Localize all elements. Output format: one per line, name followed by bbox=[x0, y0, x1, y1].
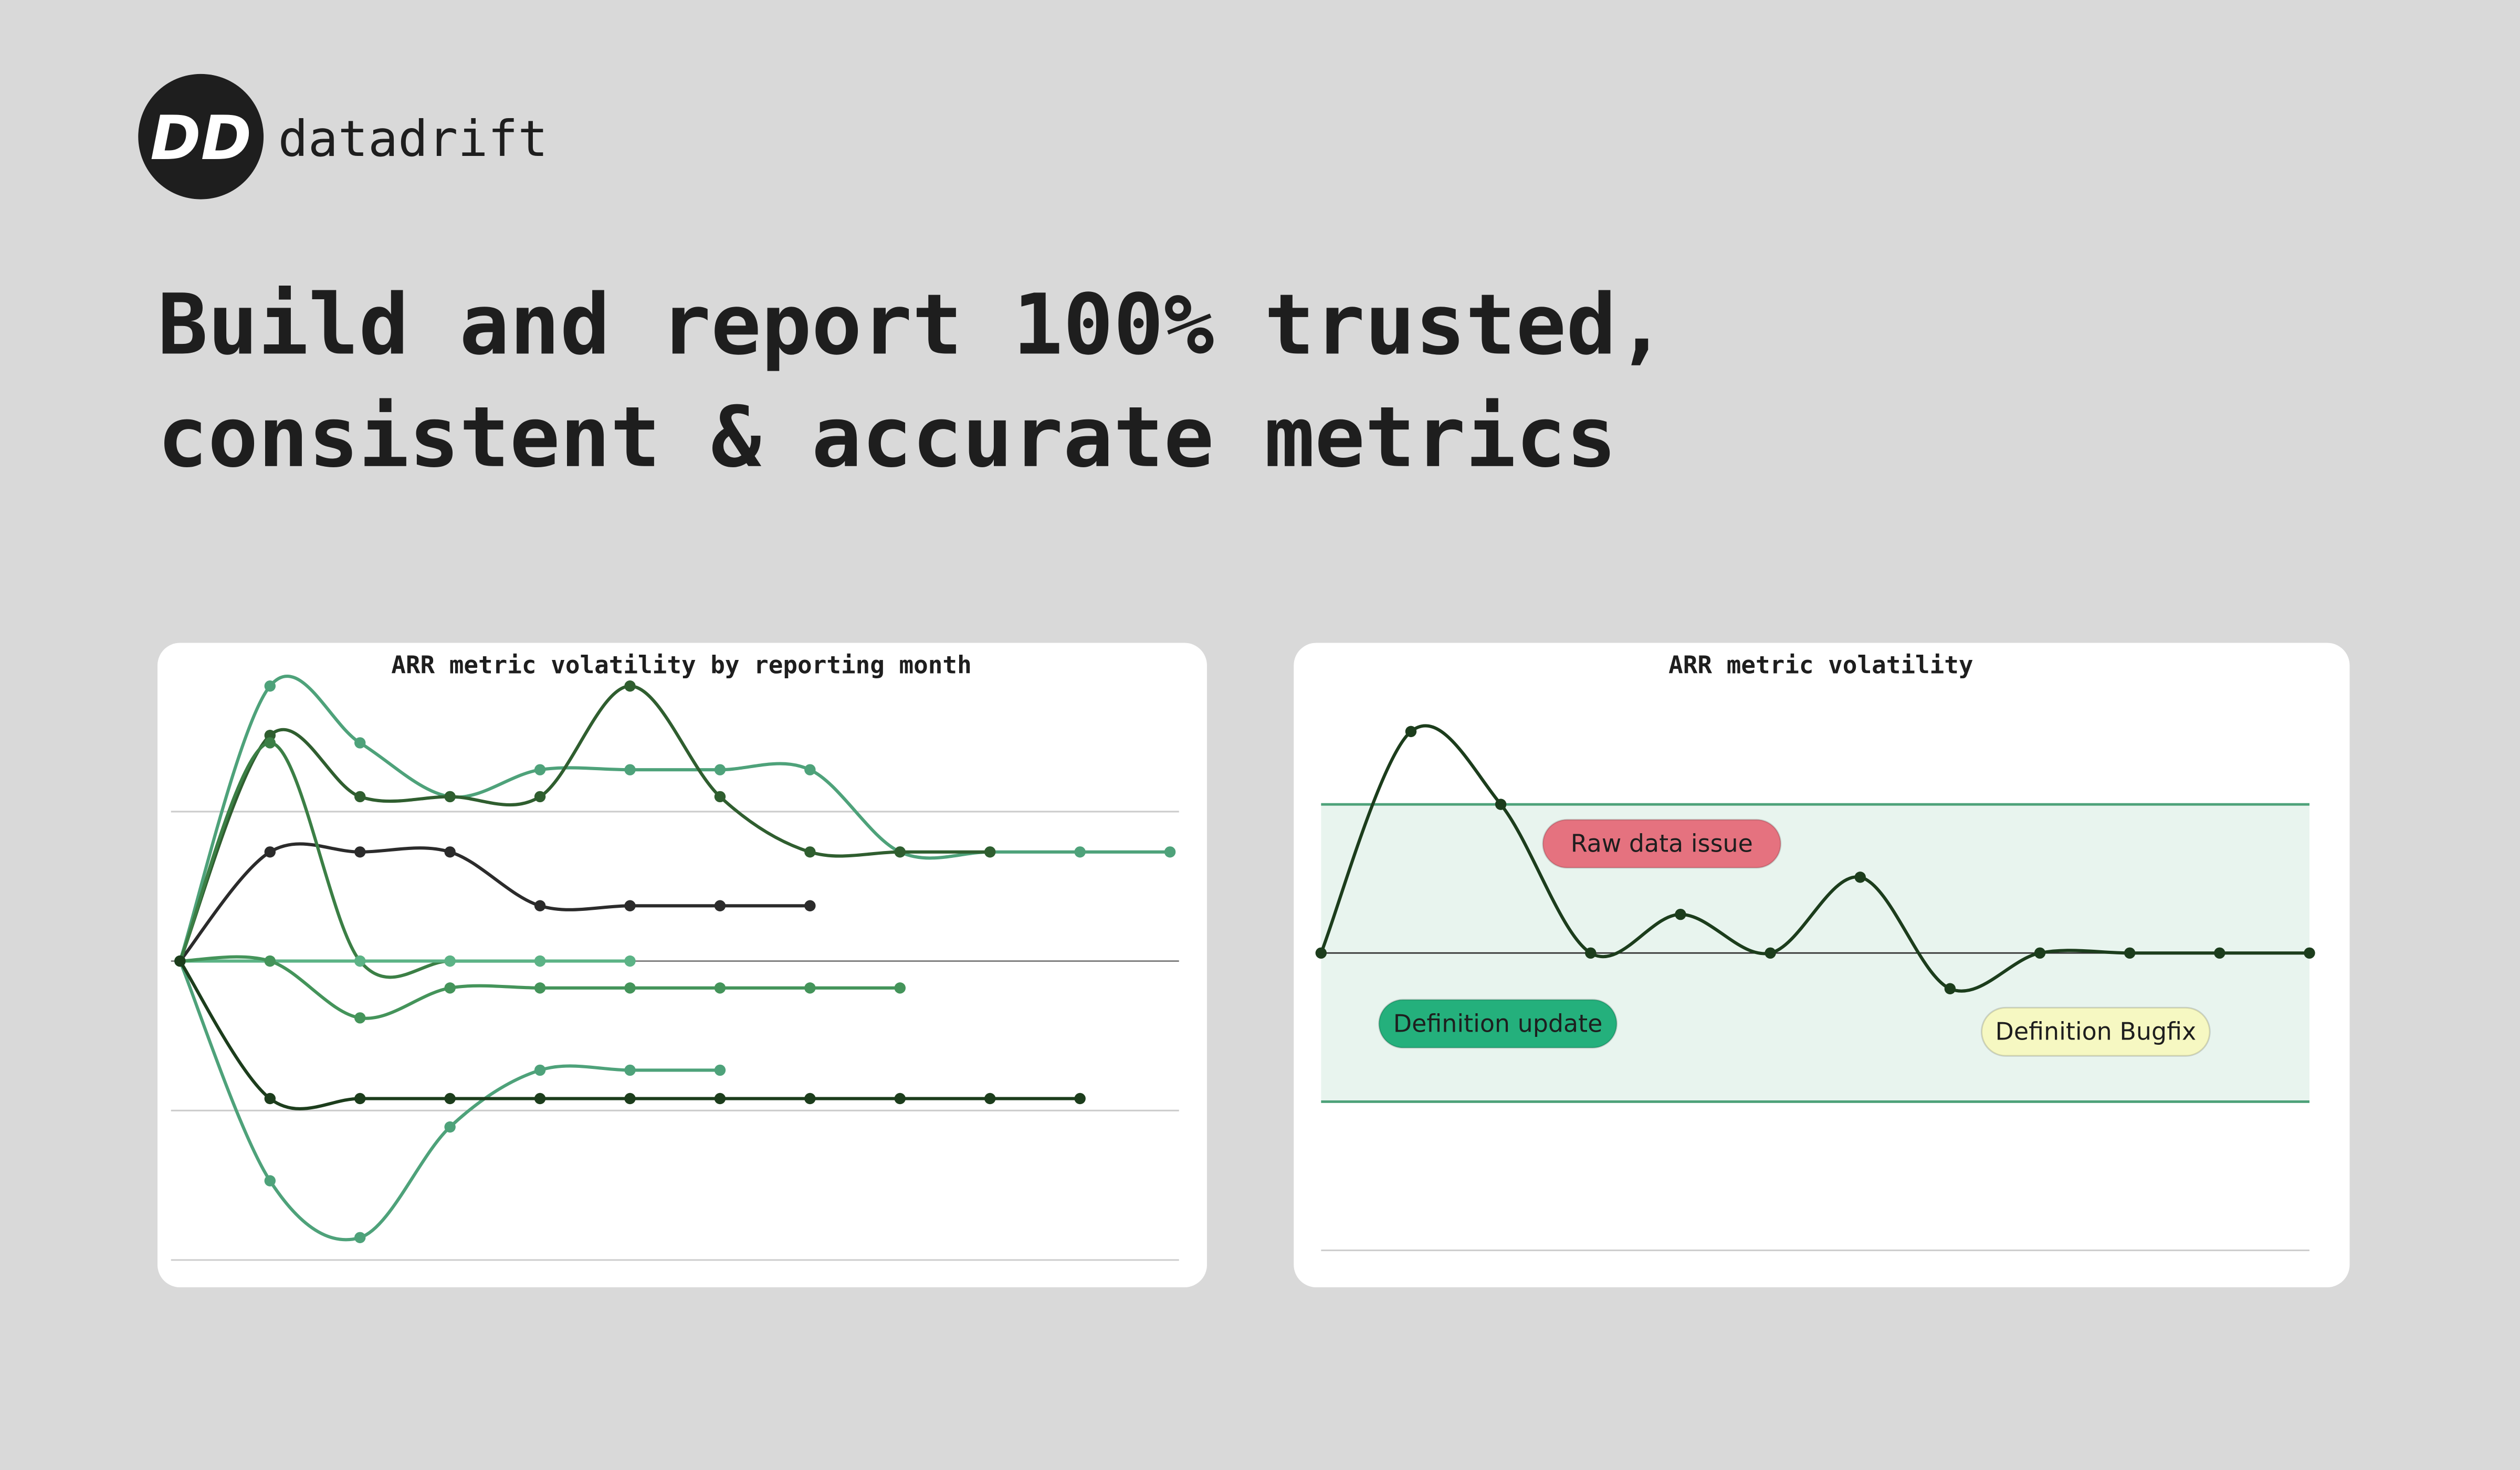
data-point bbox=[534, 1064, 546, 1076]
data-point bbox=[354, 955, 366, 967]
data-point bbox=[354, 1232, 366, 1244]
data-point bbox=[894, 982, 906, 994]
data-point bbox=[1315, 947, 1327, 959]
brand-name: datadrift bbox=[278, 110, 548, 168]
data-point bbox=[534, 955, 546, 967]
data-point bbox=[1944, 983, 1956, 994]
headline: consistent & accurate metrics bbox=[158, 388, 1616, 486]
data-point bbox=[804, 982, 816, 994]
annotation-pill bbox=[1378, 999, 1618, 1049]
data-point bbox=[714, 900, 726, 911]
chart-title: ARR metric volatility bbox=[1668, 651, 1973, 679]
data-point bbox=[624, 900, 636, 911]
data-point bbox=[264, 737, 276, 749]
headline: Build and report 100% trusted, bbox=[158, 276, 1667, 373]
data-point bbox=[2214, 947, 2225, 959]
data-point bbox=[444, 791, 456, 803]
data-point bbox=[1585, 947, 1597, 959]
annotation-pill bbox=[1542, 818, 1782, 869]
data-point bbox=[1854, 872, 1866, 883]
data-point bbox=[444, 1093, 456, 1105]
data-point bbox=[444, 955, 456, 967]
data-point bbox=[444, 982, 456, 994]
data-point bbox=[264, 955, 276, 967]
data-point bbox=[264, 846, 276, 858]
data-point bbox=[1765, 947, 1776, 959]
data-point bbox=[534, 764, 546, 775]
data-point bbox=[714, 1064, 726, 1076]
data-point bbox=[624, 982, 636, 994]
data-point bbox=[1405, 726, 1417, 738]
data-point bbox=[804, 846, 816, 858]
data-point bbox=[534, 1093, 546, 1105]
data-point bbox=[624, 1093, 636, 1105]
data-point bbox=[624, 764, 636, 775]
data-point bbox=[804, 1093, 816, 1105]
logo-mark bbox=[138, 74, 264, 200]
data-point bbox=[804, 900, 816, 911]
data-point bbox=[1074, 1093, 1086, 1105]
data-point bbox=[534, 900, 546, 911]
data-point bbox=[894, 1093, 906, 1105]
data-point bbox=[444, 846, 456, 858]
data-point bbox=[804, 764, 816, 775]
data-point bbox=[534, 791, 546, 803]
chart-card bbox=[158, 643, 1207, 1288]
data-point bbox=[894, 846, 906, 858]
chart-title: ARR metric volatility by reporting month bbox=[391, 651, 972, 679]
data-point bbox=[264, 1175, 276, 1186]
data-point bbox=[264, 1093, 276, 1105]
data-point bbox=[2124, 947, 2136, 959]
data-point bbox=[1495, 799, 1507, 810]
data-point bbox=[714, 982, 726, 994]
data-point bbox=[2304, 947, 2315, 959]
annotation-text: Definition Bugfix bbox=[1995, 1017, 2196, 1046]
data-point bbox=[534, 982, 546, 994]
annotation-pill bbox=[1980, 1006, 2211, 1057]
series-line bbox=[178, 684, 990, 962]
data-point bbox=[984, 1093, 996, 1105]
data-point bbox=[354, 1093, 366, 1105]
data-point bbox=[354, 737, 366, 749]
data-point bbox=[624, 1064, 636, 1076]
data-point bbox=[174, 955, 186, 967]
data-point bbox=[714, 764, 726, 775]
series-line bbox=[178, 960, 720, 1242]
data-point bbox=[354, 1012, 366, 1024]
data-point bbox=[264, 680, 276, 692]
data-point bbox=[2034, 947, 2046, 959]
data-point bbox=[714, 791, 726, 803]
data-point bbox=[984, 846, 996, 858]
data-point bbox=[1164, 846, 1176, 858]
data-point bbox=[624, 955, 636, 967]
data-point bbox=[624, 680, 636, 692]
data-point bbox=[354, 846, 366, 858]
series-line bbox=[178, 960, 1080, 1110]
data-point bbox=[1074, 846, 1086, 858]
logo-text: DD bbox=[150, 103, 251, 174]
annotation-text: Definition update bbox=[1393, 1009, 1603, 1037]
data-point bbox=[1675, 908, 1686, 920]
data-point bbox=[354, 791, 366, 803]
data-point bbox=[714, 1093, 726, 1105]
data-point bbox=[444, 1121, 456, 1133]
annotation-text: Raw data issue bbox=[1571, 829, 1753, 857]
